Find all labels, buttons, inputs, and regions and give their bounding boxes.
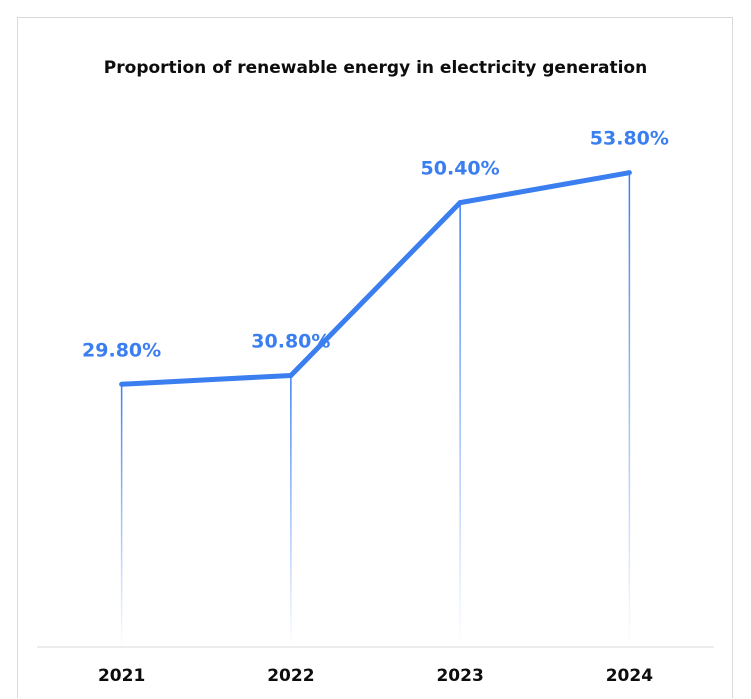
drop-line-2022 [290,375,292,647]
data-label-2021: 29.80% [82,339,161,361]
data-point-2022 [288,372,294,378]
chart-title: Proportion of renewable energy in electr… [103,58,648,78]
drop-line-2024 [628,172,631,647]
data-label-2022: 30.80% [251,330,330,352]
data-point-2024 [626,170,632,176]
x-tick-label-2021: 2021 [98,666,145,686]
data-point-2023 [457,200,463,206]
drop-line-2023 [459,202,461,647]
series-line [121,170,630,387]
drop-line-2021 [120,384,123,647]
x-tick-label-2024: 2024 [606,666,653,686]
data-point-2021 [119,381,125,387]
x-axis-ticks: 2021 2022 2023 2024 [98,666,653,686]
series-line-group [119,170,632,387]
data-label-2023: 50.40% [421,158,500,180]
drop-lines [120,172,631,647]
x-tick-label-2022: 2022 [267,666,314,686]
x-tick-label-2023: 2023 [436,666,483,686]
data-labels: 29.80% 30.80% 50.40% 53.80% [82,128,669,362]
chart-frame [17,17,733,698]
data-label-2024: 53.80% [590,128,669,150]
